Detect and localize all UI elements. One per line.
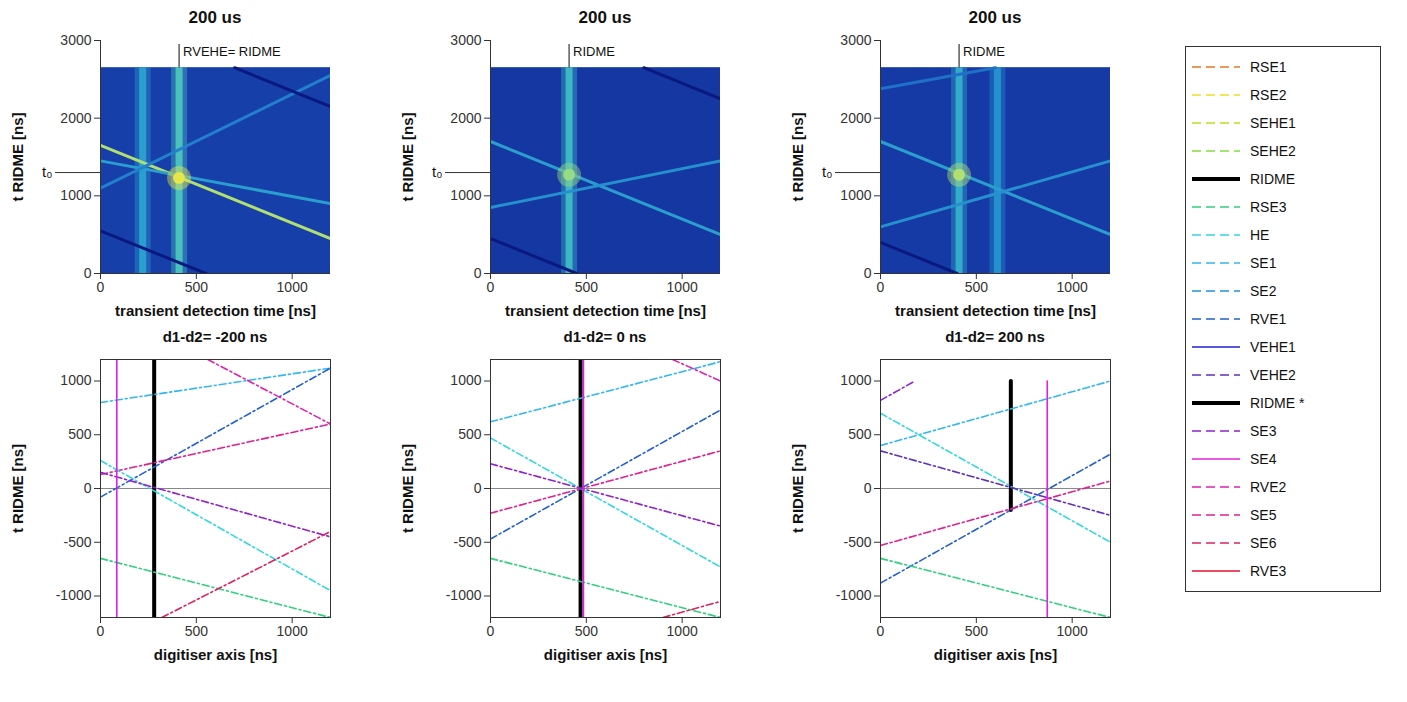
html-text:VEHE1: VEHE1 (1250, 339, 1296, 355)
html-text:SE1: SE1 (1250, 255, 1277, 271)
svg-text:0: 0 (97, 623, 105, 639)
svg-text:1000: 1000 (60, 187, 91, 203)
svg-text:1000: 1000 (840, 372, 871, 388)
svg-text:t₀: t₀ (822, 163, 832, 180)
svg-text:t RIDME [ns]: t RIDME [ns] (789, 112, 806, 201)
svg-text:-1000: -1000 (56, 587, 92, 603)
html-text:200 us: 200 us (578, 8, 632, 27)
svg-text:0: 0 (97, 279, 105, 295)
svg-text:RVEHE= RIDME: RVEHE= RIDME (183, 44, 281, 59)
svg-text:t RIDME [ns]: t RIDME [ns] (789, 444, 806, 533)
svg-text:2000: 2000 (60, 110, 91, 126)
svg-text:500: 500 (185, 623, 209, 639)
svg-text:1000: 1000 (277, 623, 308, 639)
svg-text:0: 0 (864, 480, 872, 496)
svg-text:2000: 2000 (450, 110, 481, 126)
html-text:RVE2: RVE2 (1250, 479, 1287, 495)
html-text:RSE2: RSE2 (1250, 87, 1287, 103)
html-text:200 us: 200 us (968, 8, 1022, 27)
svg-text:1000: 1000 (1057, 623, 1088, 639)
svg-text:500: 500 (575, 279, 599, 295)
svg-text:500: 500 (575, 623, 599, 639)
html-text:SE5: SE5 (1250, 507, 1277, 523)
svg-text:500: 500 (965, 279, 989, 295)
svg-text:-1000: -1000 (836, 587, 872, 603)
svg-text:0: 0 (474, 480, 482, 496)
svg-text:0: 0 (84, 480, 92, 496)
svg-text:t₀: t₀ (42, 163, 52, 180)
html-text:RIDME: RIDME (1250, 171, 1296, 187)
svg-text:RIDME: RIDME (573, 44, 615, 59)
svg-text:0: 0 (864, 265, 872, 281)
svg-text:1000: 1000 (450, 372, 481, 388)
svg-text:t RIDME [ns]: t RIDME [ns] (399, 444, 416, 533)
svg-text:500: 500 (848, 426, 872, 442)
svg-text:500: 500 (68, 426, 92, 442)
html-text:HE: HE (1250, 227, 1270, 243)
html-text:SEHE2: SEHE2 (1250, 143, 1296, 159)
html-text:RSE1: RSE1 (1250, 59, 1287, 75)
svg-text:1000: 1000 (277, 279, 308, 295)
svg-text:0: 0 (84, 265, 92, 281)
html-text:RIDME *: RIDME * (1250, 395, 1305, 411)
svg-text:0: 0 (487, 279, 495, 295)
html-text:RVE1: RVE1 (1250, 311, 1287, 327)
svg-text:500: 500 (965, 623, 989, 639)
svg-text:1000: 1000 (667, 623, 698, 639)
svg-text:digitiser axis [ns]: digitiser axis [ns] (934, 646, 1057, 663)
svg-text:0: 0 (877, 623, 885, 639)
svg-text:t RIDME [ns]: t RIDME [ns] (9, 444, 26, 533)
svg-text:0: 0 (877, 279, 885, 295)
svg-text:3000: 3000 (450, 32, 481, 48)
svg-text:digitiser axis [ns]: digitiser axis [ns] (544, 646, 667, 663)
svg-text:t RIDME [ns]: t RIDME [ns] (399, 112, 416, 201)
svg-text:3000: 3000 (840, 32, 871, 48)
svg-text:transient detection time [ns]: transient detection time [ns] (505, 302, 706, 319)
html-text:RSE3: RSE3 (1250, 199, 1287, 215)
svg-text:0: 0 (474, 265, 482, 281)
html-text:SE3: SE3 (1250, 423, 1277, 439)
svg-text:1000: 1000 (1057, 279, 1088, 295)
html-text:SEHE1: SEHE1 (1250, 115, 1296, 131)
html-text:d1-d2= 200 ns: d1-d2= 200 ns (945, 328, 1045, 345)
svg-text:2000: 2000 (840, 110, 871, 126)
svg-text:500: 500 (185, 279, 209, 295)
svg-text:transient detection time [ns]: transient detection time [ns] (115, 302, 316, 319)
html-text:d1-d2= 0 ns: d1-d2= 0 ns (563, 328, 647, 345)
html-text:SE4: SE4 (1250, 451, 1277, 467)
svg-text:digitiser axis [ns]: digitiser axis [ns] (154, 646, 277, 663)
html-text:200 us: 200 us (188, 8, 242, 27)
svg-text:-500: -500 (63, 534, 91, 550)
svg-text:500: 500 (458, 426, 482, 442)
svg-text:transient detection time [ns]: transient detection time [ns] (895, 302, 1096, 319)
svg-text:-500: -500 (843, 534, 871, 550)
html-text:SE2: SE2 (1250, 283, 1277, 299)
svg-text:RIDME: RIDME (963, 44, 1005, 59)
svg-text:t₀: t₀ (432, 163, 442, 180)
html-text:RVE3: RVE3 (1250, 563, 1287, 579)
svg-text:1000: 1000 (667, 279, 698, 295)
html-text:SE6: SE6 (1250, 535, 1277, 551)
svg-text:1000: 1000 (60, 372, 91, 388)
svg-text:3000: 3000 (60, 32, 91, 48)
svg-text:1000: 1000 (840, 187, 871, 203)
svg-text:t RIDME [ns]: t RIDME [ns] (9, 112, 26, 201)
svg-text:0: 0 (487, 623, 495, 639)
html-text:d1-d2= -200 ns: d1-d2= -200 ns (162, 328, 268, 345)
svg-text:-500: -500 (453, 534, 481, 550)
html-text:VEHE2: VEHE2 (1250, 367, 1296, 383)
svg-text:-1000: -1000 (446, 587, 482, 603)
svg-text:1000: 1000 (450, 187, 481, 203)
